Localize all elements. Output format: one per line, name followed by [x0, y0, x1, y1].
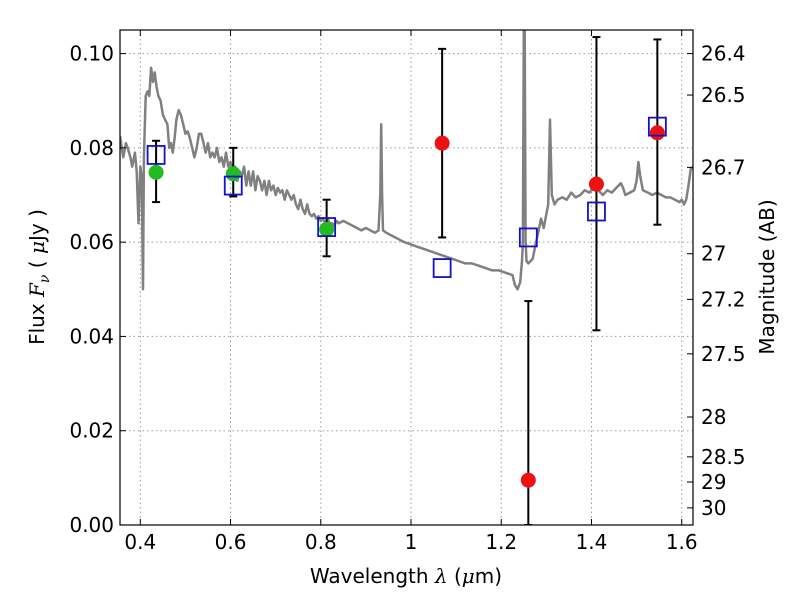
y-tick-label: 0.10: [69, 42, 114, 66]
green-detection-point: [225, 166, 241, 182]
plot-area: [120, 30, 693, 525]
x-tick-label: 1: [405, 530, 418, 554]
y-tick-label: 0.08: [69, 136, 114, 160]
y-tick-label: 0.04: [69, 324, 114, 348]
model-flux-square: [317, 217, 337, 237]
model-flux-square: [146, 145, 166, 165]
x-tick-label: 0.6: [215, 530, 247, 554]
mag-tick-label: 29: [701, 470, 726, 494]
mag-tick-label: 28.5: [701, 445, 746, 469]
axes: 0.4 0.6 0.8 1 1.2 1.4 1.6 0.00 0.02 0.04 0.06 0.08 0…: [69, 30, 746, 554]
mag-tick-label: 30: [701, 496, 726, 520]
green-detection-point: [319, 221, 335, 237]
red-detection-point: [434, 135, 450, 151]
y-tick-label: 0.06: [69, 230, 114, 254]
x-tick-label: 1.2: [485, 530, 517, 554]
mag-tick-label: 28: [701, 405, 726, 429]
x-tick-label: 1.6: [666, 530, 698, 554]
x-axis-label: Wavelength λ (μm): [310, 564, 502, 588]
y2-axis-label: Magnitude (AB): [755, 199, 779, 354]
sed-model-line: [120, 30, 693, 291]
model-flux-square: [432, 258, 452, 278]
x-tick-label: 0.4: [124, 530, 156, 554]
grid: [120, 30, 693, 526]
mag-tick-label: 26.5: [701, 83, 746, 107]
x-tick-label: 0.8: [305, 530, 337, 554]
mag-tick-label: 27.5: [701, 342, 746, 366]
red-detection-point: [649, 125, 665, 141]
plot-frame: [119, 29, 694, 526]
mag-tick-label: 26.4: [701, 42, 746, 66]
red-detection-point: [520, 472, 536, 488]
x-tick-label: 1.4: [576, 530, 608, 554]
mag-tick-label: 27: [701, 242, 726, 266]
y-tick-label: 0.00: [69, 513, 114, 537]
model-flux-square: [647, 116, 667, 137]
mag-tick-label: 26.7: [701, 155, 746, 179]
y-axis-label: Flux Fν ( μJy ): [25, 209, 53, 345]
model-flux-square: [587, 201, 606, 222]
model-flux-square: [223, 175, 243, 196]
y-tick-label: 0.02: [69, 419, 114, 443]
red-detection-point: [588, 176, 604, 192]
green-detection-point: [148, 164, 164, 180]
model-flux-square: [518, 227, 538, 248]
mag-tick-label: 27.2: [701, 287, 746, 311]
